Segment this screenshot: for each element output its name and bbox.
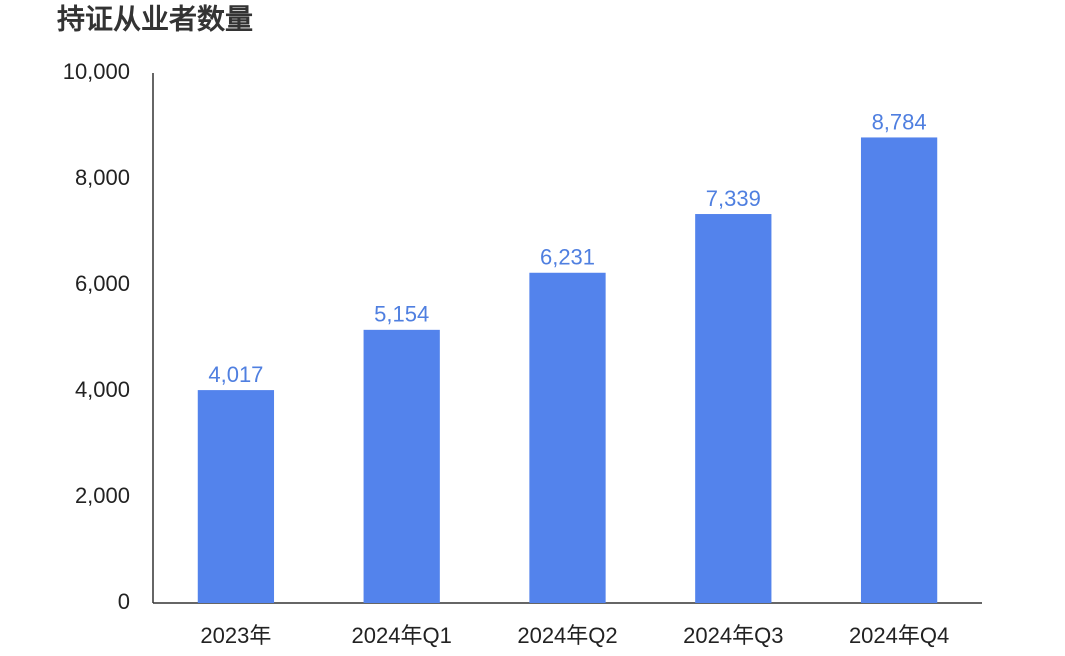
value-label: 8,784: [872, 109, 927, 134]
value-label: 7,339: [706, 186, 761, 211]
value-label: 6,231: [540, 245, 595, 270]
x-tick-label: 2023年: [200, 623, 271, 648]
y-tick-label: 8,000: [75, 165, 130, 190]
value-label: 5,154: [374, 302, 429, 327]
x-tick-label: 2024年Q3: [683, 623, 783, 648]
y-tick-label: 10,000: [63, 59, 130, 84]
value-label: 4,017: [208, 362, 263, 387]
x-tick-label: 2024年Q1: [352, 623, 452, 648]
y-tick-label: 6,000: [75, 271, 130, 296]
chart-title: 持证从业者数量: [57, 3, 253, 34]
bar: [197, 390, 275, 603]
y-tick-label: 4,000: [75, 377, 130, 402]
bar: [363, 329, 440, 603]
x-tick-label: 2024年Q4: [849, 623, 949, 648]
bar: [529, 272, 606, 603]
bar: [860, 137, 938, 603]
y-tick-label: 0: [118, 589, 130, 614]
y-tick-label: 2,000: [75, 483, 130, 508]
bar: [695, 214, 772, 603]
x-tick-label: 2024年Q2: [517, 623, 617, 648]
